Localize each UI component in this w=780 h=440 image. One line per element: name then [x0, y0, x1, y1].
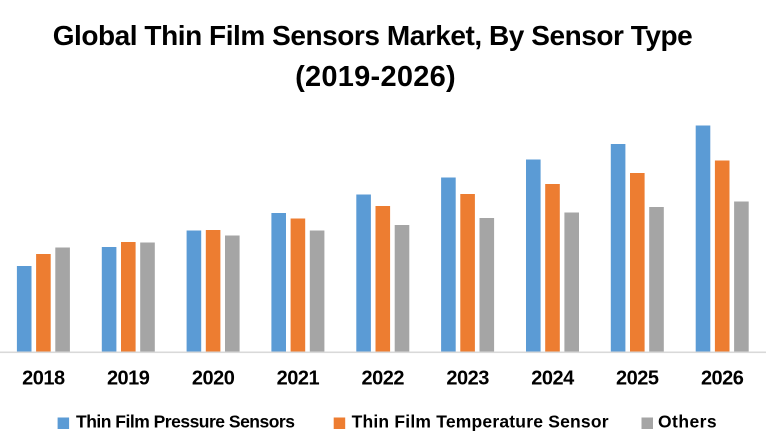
- svg-text:2022: 2022: [362, 367, 405, 389]
- svg-text:2019: 2019: [107, 367, 150, 389]
- svg-text:Thin Film Pressure Sensors: Thin Film Pressure Sensors: [76, 412, 295, 432]
- svg-text:Others: Others: [658, 412, 717, 432]
- svg-text:2026: 2026: [701, 367, 744, 389]
- svg-text:2020: 2020: [192, 367, 235, 389]
- svg-text:2018: 2018: [22, 367, 65, 389]
- svg-text:2023: 2023: [446, 367, 489, 389]
- svg-text:2024: 2024: [531, 367, 575, 389]
- svg-text:Thin Film Temperature Sensor: Thin Film Temperature Sensor: [352, 412, 609, 432]
- svg-text:2025: 2025: [616, 367, 659, 389]
- svg-text:2021: 2021: [277, 367, 320, 389]
- svg-text:Global Thin Film Sensors Marke: Global Thin Film Sensors Market, By Sens…: [53, 20, 693, 51]
- svg-text:(2019-2026): (2019-2026): [295, 61, 456, 93]
